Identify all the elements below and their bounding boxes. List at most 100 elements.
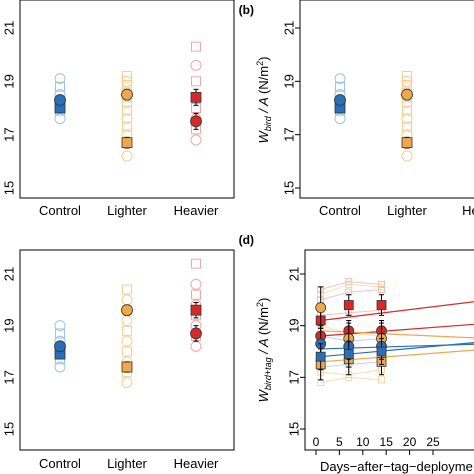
panel-b-frame bbox=[299, 0, 474, 199]
panel-a-xaxis: Control Lighter Heavier bbox=[39, 203, 219, 218]
panel-b: (b) Wbird / A (N/m2) 15 17 19 21 Control Lig… bbox=[239, 0, 474, 218]
mean-lighter-circle bbox=[401, 88, 413, 101]
individual-lighter-point bbox=[402, 71, 412, 81]
individual-heavier-point bbox=[191, 41, 201, 52]
panel-a-ytick-label: 15 bbox=[1, 181, 16, 195]
panel-d-marks bbox=[315, 278, 474, 386]
trajectory-lighter-point bbox=[345, 280, 353, 288]
trend-heavier-line bbox=[320, 301, 474, 322]
individual-control-point bbox=[54, 320, 66, 332]
individual-heavier-point bbox=[190, 278, 202, 290]
panel-b-xtick-label: Control bbox=[319, 203, 361, 218]
panel-c-ytick-label: 19 bbox=[1, 318, 16, 332]
mean-heavier-square bbox=[343, 300, 354, 310]
panel-d: (d) Wbird+tag / A (N/m2) Days−after−tag−… bbox=[239, 233, 474, 474]
panel-b-xtick-label: Lighter bbox=[387, 203, 427, 218]
mean-heavier-square bbox=[190, 304, 202, 316]
individual-lighter-point bbox=[121, 335, 133, 347]
panel-d-xtick-label: 0 bbox=[313, 435, 320, 449]
individual-lighter-point bbox=[121, 294, 133, 306]
individual-control-point bbox=[55, 81, 65, 92]
panel-d-tag: (d) bbox=[239, 233, 254, 247]
mean-lighter-square bbox=[401, 137, 413, 149]
panel-d-ytick-label: 15 bbox=[286, 422, 301, 436]
panel-d-ytick-label: 19 bbox=[286, 318, 301, 332]
individual-control-point bbox=[55, 328, 65, 339]
trajectory-heavier-line bbox=[320, 281, 382, 290]
individual-lighter-point bbox=[402, 105, 412, 116]
panel-d-ytick-label: 21 bbox=[286, 267, 301, 281]
individual-lighter-point bbox=[401, 75, 413, 87]
trajectory-lighter-line bbox=[320, 283, 382, 296]
panel-a-marks bbox=[54, 41, 202, 162]
mean-heavier-circle bbox=[190, 115, 202, 128]
panel-a-yaxis: 15 17 19 21 bbox=[1, 21, 16, 195]
panel-d-xtick-label: 15 bbox=[380, 435, 394, 449]
panel-a-xtick-label: Control bbox=[39, 203, 81, 218]
panel-c-frame bbox=[19, 249, 235, 451]
trajectory-heavier-line bbox=[320, 289, 382, 301]
panel-c-ytick-label: 21 bbox=[1, 267, 16, 281]
panel-a-ytick-label: 17 bbox=[1, 127, 16, 141]
mean-control-square bbox=[315, 351, 326, 362]
panel-d-frame bbox=[304, 249, 474, 451]
trend-control-line bbox=[320, 342, 474, 358]
panel-c-ytick-label: 15 bbox=[1, 422, 16, 436]
panel-d-xlabel: Days−after−tag−deployme bbox=[320, 459, 473, 474]
panel-a-ytick-label: 19 bbox=[1, 74, 16, 88]
panel-b-ytick-label: 19 bbox=[281, 74, 296, 88]
panel-b-xtick-label: Hea bbox=[462, 203, 474, 218]
individual-lighter-point bbox=[122, 325, 132, 336]
panel-b-xaxis: Control Lighter Hea bbox=[319, 203, 474, 218]
mean-lighter-square bbox=[121, 361, 133, 373]
trajectory-lighter-point bbox=[378, 283, 385, 291]
mean-heavier-square bbox=[376, 300, 387, 310]
mean-heavier-square bbox=[190, 91, 202, 103]
panel-d-xtick-label: 25 bbox=[426, 435, 440, 449]
panel-d-ytick-label: 17 bbox=[286, 370, 301, 384]
individual-control-point bbox=[334, 73, 346, 85]
individual-control-point bbox=[335, 81, 345, 92]
panel-c-xtick-label: Lighter bbox=[107, 456, 147, 471]
panel-c: 15 17 19 21 Control Lighter Heavier bbox=[1, 249, 235, 471]
mean-control-circle bbox=[334, 94, 346, 106]
panel-a-xtick-label: Heavier bbox=[174, 203, 219, 218]
mean-lighter-circle bbox=[121, 304, 133, 317]
panel-c-xaxis: Control Lighter Heavier bbox=[39, 456, 219, 471]
mean-control-circle bbox=[54, 94, 66, 106]
panel-a-xtick-label: Lighter bbox=[107, 203, 147, 218]
panel-c-marks bbox=[54, 258, 202, 388]
trajectory-lighter-line bbox=[320, 376, 382, 383]
individual-heavier-point bbox=[190, 59, 202, 71]
individual-heavier-point bbox=[190, 340, 202, 352]
trajectory-lighter-point bbox=[378, 376, 385, 384]
panel-b-marks bbox=[334, 71, 413, 162]
panel-d-xtick-label: 10 bbox=[356, 435, 370, 449]
individual-lighter-point bbox=[401, 113, 413, 125]
panel-c-xtick-label: Control bbox=[39, 456, 81, 471]
individual-control-point bbox=[54, 113, 66, 125]
individual-control-point bbox=[54, 361, 66, 373]
panel-a-frame bbox=[19, 0, 235, 199]
mean-control-circle bbox=[54, 340, 66, 353]
panel-a-ytick-label: 21 bbox=[1, 21, 16, 35]
panel-d-xaxis: 0 5 10 15 20 25 bbox=[313, 435, 440, 455]
mean-control-square bbox=[343, 349, 354, 359]
panel-d-xtick-label: 20 bbox=[403, 435, 417, 449]
mean-lighter-circle bbox=[315, 302, 327, 313]
individual-lighter-point bbox=[401, 150, 413, 162]
individual-lighter-point bbox=[122, 71, 132, 81]
individual-heavier-point bbox=[191, 76, 201, 87]
panel-b-tag: (b) bbox=[239, 3, 254, 17]
individual-lighter-point bbox=[121, 377, 133, 388]
individual-control-point bbox=[334, 113, 346, 125]
panel-d-yaxis: 15 17 19 21 bbox=[286, 267, 305, 436]
panel-c-xtick-label: Heavier bbox=[174, 456, 219, 471]
trend-lighter-line bbox=[320, 349, 474, 363]
individual-lighter-point bbox=[122, 284, 132, 295]
panel-b-ylabel: Wbird / A (N/m2) bbox=[255, 57, 273, 144]
individual-lighter-point bbox=[122, 346, 132, 357]
panel-b-ytick-label: 21 bbox=[281, 21, 296, 35]
individual-lighter-point bbox=[121, 113, 133, 125]
